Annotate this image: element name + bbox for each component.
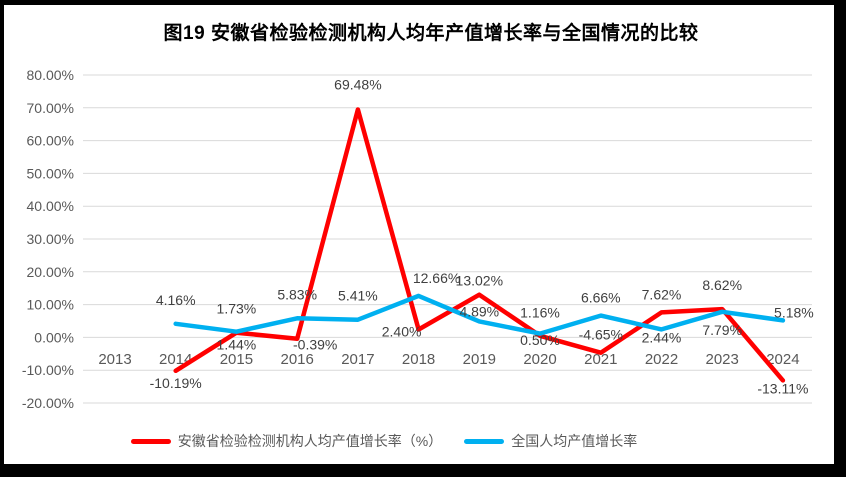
data-label: 2.44% xyxy=(642,329,682,345)
data-label: 13.02% xyxy=(456,273,503,289)
y-tick-label: 0.00% xyxy=(34,329,74,345)
y-tick-label: -20.00% xyxy=(22,395,74,411)
legend-item-1: 全国人均产值增长率 xyxy=(464,431,637,451)
data-label: 5.41% xyxy=(338,288,378,304)
data-label: 7.79% xyxy=(702,322,742,338)
y-tick-label: 10.00% xyxy=(27,297,74,313)
data-label: 4.16% xyxy=(156,292,196,308)
y-tick-label: 20.00% xyxy=(27,264,74,280)
legend-swatch-icon xyxy=(130,438,171,444)
data-label: 1.16% xyxy=(520,305,560,321)
y-tick-label: 30.00% xyxy=(27,231,74,247)
data-label: 2.40% xyxy=(382,324,422,340)
legend: 安徽省检验检测机构人均产值增长率（%） 全国人均产值增长率 xyxy=(4,431,834,451)
x-tick-label: 2020 xyxy=(523,351,556,368)
x-tick-label: 2019 xyxy=(463,351,496,368)
x-tick-label: 2018 xyxy=(402,351,435,368)
data-label: 7.62% xyxy=(642,286,682,302)
x-tick-label: 2013 xyxy=(98,351,131,368)
y-tick-label: -10.00% xyxy=(22,362,74,378)
x-tick-label: 2016 xyxy=(281,351,314,368)
data-label: 0.50% xyxy=(520,332,560,348)
data-label: -10.19% xyxy=(150,375,202,391)
x-tick-label: 2024 xyxy=(766,351,799,368)
x-tick-label: 2017 xyxy=(341,351,374,368)
y-tick-label: 40.00% xyxy=(27,198,74,214)
data-label: 1.73% xyxy=(217,301,257,317)
data-label: -4.65% xyxy=(579,327,623,343)
data-label: 12.66% xyxy=(413,270,460,286)
x-tick-label: 2023 xyxy=(706,351,739,368)
data-label: 8.62% xyxy=(702,277,742,293)
x-tick-label: 2022 xyxy=(645,351,678,368)
legend-label: 安徽省检验检测机构人均产值增长率（%） xyxy=(177,433,443,449)
x-tick-label: 2015 xyxy=(220,351,253,368)
data-label: -13.11% xyxy=(757,380,808,396)
chart-svg: 80.00% 70.00% 60.00% 50.00% 40.00% 30.00% 20.0… xyxy=(22,67,814,411)
chart-area: 图19 安徽省检验检测机构人均年产值增长率与全国情况的比较 80.00% 70.0… xyxy=(4,5,834,464)
data-label: -0.39% xyxy=(293,337,337,353)
data-label: 5.18% xyxy=(774,304,814,320)
y-tick-label: 70.00% xyxy=(27,100,74,116)
data-label: 4.89% xyxy=(459,303,499,319)
data-label: 1.44% xyxy=(217,337,257,353)
legend-label: 全国人均产值增长率 xyxy=(511,433,638,449)
legend-swatch-icon xyxy=(464,438,505,444)
y-tick-label: 80.00% xyxy=(27,67,74,83)
y-tick-label: 60.00% xyxy=(27,133,74,149)
series-line-0 xyxy=(173,107,786,383)
chart-title: 图19 安徽省检验检测机构人均年产值增长率与全国情况的比较 xyxy=(163,23,699,44)
data-label: 69.48% xyxy=(334,77,381,93)
data-label: 6.66% xyxy=(581,290,621,306)
y-tick-label: 50.00% xyxy=(27,165,74,181)
series-line-1 xyxy=(173,293,786,336)
x-tick-label: 2021 xyxy=(584,351,617,368)
legend-item-0: 安徽省检验检测机构人均产值增长率（%） xyxy=(130,431,443,451)
data-label: 5.83% xyxy=(277,286,317,302)
